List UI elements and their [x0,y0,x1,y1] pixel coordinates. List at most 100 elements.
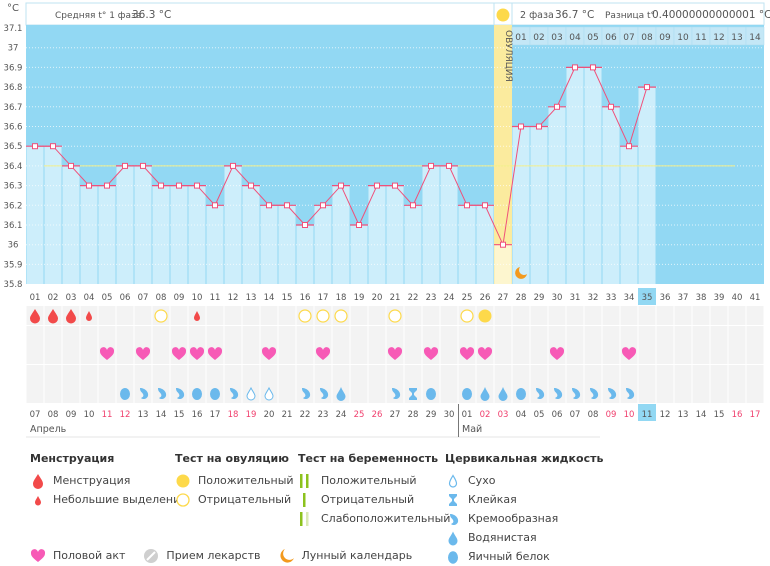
phase2-day-label: 06 [605,33,617,43]
egg-white-icon [426,388,436,400]
observation-cell [512,306,530,325]
watery-drop-icon [498,387,508,401]
dry-drop-icon [448,473,458,488]
calendar-date: 24 [336,410,347,420]
observation-cell [746,306,764,325]
cycle-day-label: 30 [552,293,563,303]
temperature-point [428,162,434,169]
sticky-icon [409,388,417,400]
observation-cell [152,345,170,364]
observation-cell [710,365,728,384]
cycle-day-label: 17 [318,293,329,303]
y-tick-label: 35.9 [4,260,23,270]
observation-cell [692,345,710,364]
cycle-day-label: 05 [102,293,113,303]
ovulation-test-negative-icon [298,309,312,323]
legend-label: Положительный [321,474,417,487]
ovulation-test-negative-icon [388,309,402,323]
calendar-date: 27 [390,410,401,420]
calendar-date: 17 [750,410,761,420]
observation-cell [494,326,512,345]
ovulation-label: ОВУЛЯЦИЯ [503,30,513,82]
temperature-point [356,222,362,228]
creamy-icon [320,388,329,400]
temperature-bar [152,185,170,284]
ovulation-test-positive-icon [478,309,492,323]
egg-white-icon [462,388,472,400]
ovulation-test-negative-icon [334,309,348,323]
observation-cell [602,345,620,364]
calendar-date: 26 [372,410,383,420]
temperature-bar [584,67,602,285]
cycle-day-label: 07 [138,293,149,303]
filled-circle-icon [176,474,190,487]
cycle-day-label: 34 [624,293,635,303]
temperature-bar [44,146,62,284]
calendar-date: 08 [588,410,599,420]
legend-item-menstruation: Менструация [30,471,187,490]
observation-cell [494,306,512,325]
creamy-icon [450,513,459,525]
legend-item-medication: Прием лекарств [143,546,261,565]
observation-cell [206,306,224,325]
cycle-day-label: 14 [264,293,275,303]
heart-icon [261,347,277,360]
y-tick-label: 36.6 [4,123,23,133]
observation-cell [692,326,710,345]
observation-cell [368,345,386,364]
observation-cell [746,326,764,345]
observation-cell [638,306,656,325]
observation-cell [638,365,656,384]
phase1-value: 36.3 °C [132,9,171,21]
observation-cell [710,384,728,403]
cycle-day-label: 35 [642,293,653,303]
calendar-date: 18 [228,410,239,420]
y-tick-label: 37.1 [4,24,23,34]
heart-icon [549,347,565,360]
cycle-day-label: 20 [372,293,383,303]
calendar-date: 17 [210,410,221,420]
temperature-point [86,182,92,189]
observation-cell [188,326,206,345]
phase2-day-label: 07 [623,33,634,43]
observation-cell [260,365,278,384]
observation-cell [584,326,602,345]
cycle-day-label: 29 [534,293,545,303]
pill-icon [144,548,159,563]
observation-cell [746,365,764,384]
y-tick-label: 36.7 [4,103,23,113]
calendar-date: 10 [84,410,95,420]
observation-cell [332,326,350,345]
cycle-day-label: 01 [30,293,41,303]
temperature-point [500,241,506,248]
legend-label: Отрицательный [198,493,292,506]
temperature-bar [26,146,44,284]
calendar-date: 21 [282,410,293,420]
cycle-day-label: 28 [516,293,527,303]
legend-title: Цервикальная жидкость [445,452,604,465]
observation-cell [656,345,674,364]
calendar-date: 01 [462,410,473,420]
observation-cell [710,306,728,325]
observation-cell [386,326,404,345]
cycle-day-label: 06 [120,293,131,303]
observation-cell [512,365,530,384]
phase2-label: 2 фаза [520,10,554,21]
observation-cell [242,345,260,364]
phase2-day-label: 08 [641,33,653,43]
calendar-date: 14 [696,410,707,420]
cycle-day-label: 08 [156,293,167,303]
legend-item-sex: Половой акт [30,546,125,565]
phase2-day-label: 14 [749,33,761,43]
observation-cell [80,345,98,364]
observation-cell [62,345,80,364]
blood-drop-icon [48,309,58,324]
cycle-day-label: 11 [210,293,221,303]
small-drop-icon [86,311,92,321]
temperature-point [284,202,290,209]
calendar-date: 25 [354,410,365,420]
dry-drop-icon [246,386,256,401]
phase2-day-label: 03 [551,33,562,43]
small-drop-icon [35,495,41,505]
cycle-day-label: 18 [336,293,347,303]
